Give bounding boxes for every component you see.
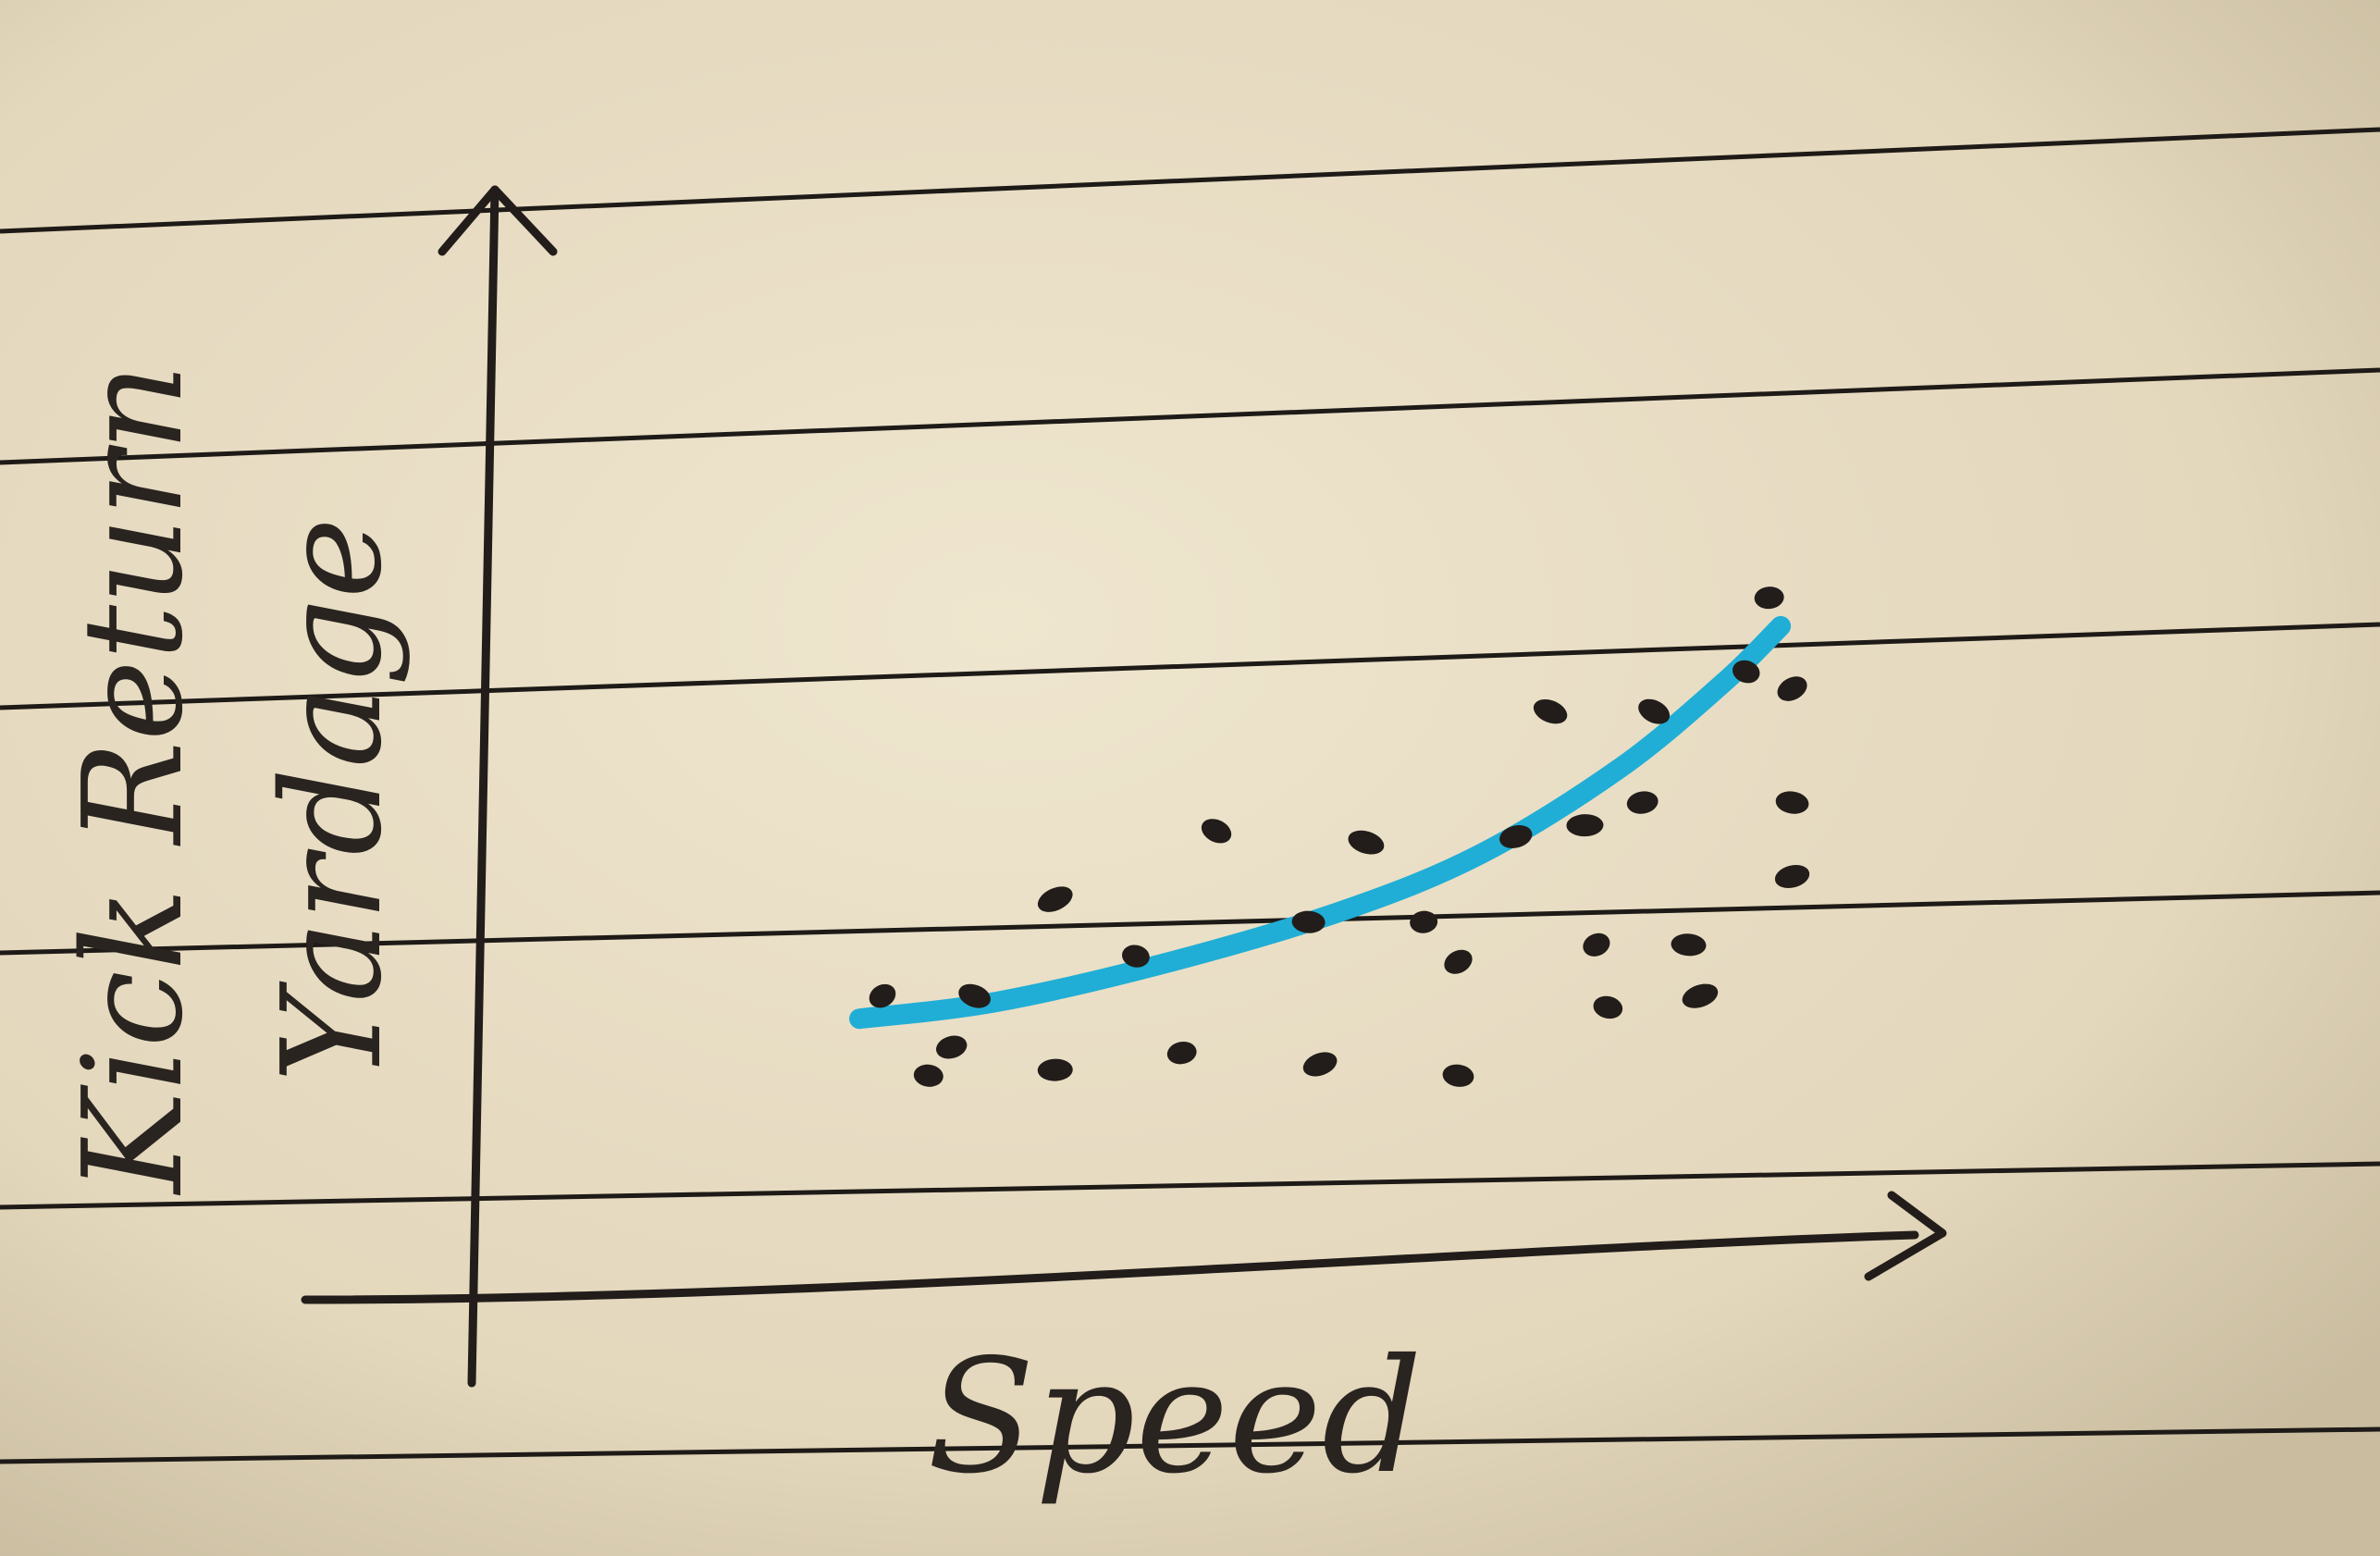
data-point	[1410, 910, 1438, 933]
x-axis-arrowhead	[1864, 1191, 1947, 1281]
data-points-group	[869, 587, 1810, 1087]
x-axis-line	[301, 1230, 1919, 1304]
data-point	[913, 1064, 943, 1087]
data-point	[1733, 660, 1760, 684]
data-point	[1777, 676, 1807, 701]
x-axis-label: Speed	[927, 1326, 1422, 1509]
data-point	[1671, 933, 1707, 957]
data-point	[1593, 995, 1623, 1019]
data-point	[1774, 864, 1810, 889]
data-point	[1566, 814, 1604, 837]
data-point	[1775, 791, 1809, 814]
ruling-line	[0, 622, 2380, 710]
y-axis-label-line1: Kick Return	[54, 364, 213, 1196]
scatter-plot: Kick Return Yardage Speed	[54, 185, 1947, 1509]
y-axis-label-line2: Yardage	[253, 518, 412, 1083]
data-point	[936, 1035, 968, 1059]
data-point	[1201, 819, 1232, 844]
trend-curve-group	[849, 615, 1792, 1030]
data-point	[1302, 1052, 1338, 1077]
data-point	[1444, 949, 1473, 974]
data-point	[1122, 945, 1150, 968]
data-point	[1626, 791, 1659, 814]
data-point	[958, 983, 991, 1008]
ruling-line	[0, 1161, 2380, 1210]
data-point	[1348, 830, 1385, 855]
ruling-line	[0, 127, 2380, 234]
data-point	[1583, 932, 1610, 957]
data-point	[1291, 910, 1326, 933]
data-point	[1499, 824, 1533, 848]
ruling-line	[0, 367, 2380, 465]
y-axis-line	[467, 185, 499, 1388]
data-point	[1638, 698, 1671, 724]
data-point	[1533, 698, 1568, 724]
data-point	[869, 983, 896, 1008]
data-point	[1037, 1058, 1073, 1081]
ruling-line	[0, 1426, 2380, 1464]
data-point	[1754, 587, 1784, 610]
data-point	[1442, 1064, 1474, 1087]
trend-curve	[849, 615, 1792, 1030]
y-axis-arrowhead	[438, 185, 558, 256]
data-point	[1682, 983, 1719, 1008]
plot-axes	[301, 185, 1947, 1388]
data-point	[1166, 1041, 1197, 1065]
notebook-rulings	[0, 127, 2380, 1464]
ruling-line	[0, 890, 2380, 956]
data-point	[1037, 886, 1073, 912]
